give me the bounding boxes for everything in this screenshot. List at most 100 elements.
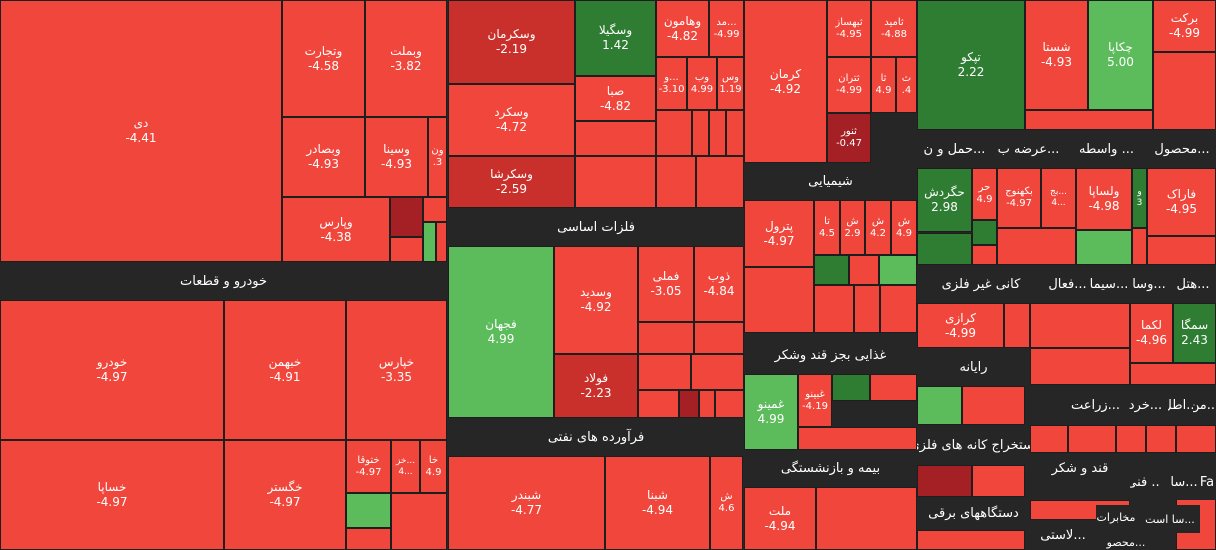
sector-header[interactable]: محصول...	[1148, 130, 1216, 168]
stock-tile[interactable]: خگستر -4.97	[224, 440, 346, 550]
stock-tile-unlabeled[interactable]	[696, 156, 744, 208]
stock-tile-unlabeled[interactable]	[656, 110, 692, 156]
sector-header[interactable]: اطل...	[1168, 385, 1193, 425]
stock-tile-unlabeled[interactable]	[1132, 228, 1147, 265]
stock-tile-unlabeled[interactable]	[1068, 425, 1116, 453]
sector-header[interactable]: قند و شکر	[1030, 453, 1130, 483]
stock-tile-unlabeled[interactable]	[1030, 303, 1130, 348]
stock-tile-unlabeled[interactable]	[692, 110, 709, 156]
stock-tile-unlabeled[interactable]	[694, 322, 744, 354]
stock-tile-unlabeled[interactable]	[1116, 425, 1146, 453]
sector-header[interactable]: عرضه ب...	[992, 130, 1065, 168]
stock-tile-unlabeled[interactable]	[638, 322, 694, 354]
stock-tile[interactable]: خپارس -3.35	[346, 300, 447, 440]
stock-tile-unlabeled[interactable]	[816, 487, 917, 550]
stock-tile-unlabeled[interactable]	[1153, 52, 1216, 130]
stock-tile-unlabeled[interactable]	[917, 386, 962, 425]
stock-tile[interactable]: غمینو 4.99	[744, 374, 798, 450]
stock-tile-unlabeled[interactable]	[744, 267, 814, 333]
stock-tile[interactable]: صبا -4.82	[575, 76, 656, 121]
sector-header[interactable]: دستگاههای برقی	[917, 497, 1030, 530]
stock-tile[interactable]: فاراک -4.95	[1147, 168, 1216, 236]
stock-tile[interactable]: و... -3.10	[656, 57, 687, 110]
sector-header[interactable]: سیما...	[1090, 265, 1128, 303]
stock-tile[interactable]: فملی -3.05	[638, 246, 694, 322]
stock-tile[interactable]: تا 4.5	[814, 200, 840, 255]
stock-tile-unlabeled[interactable]	[849, 255, 879, 285]
stock-tile[interactable]: چکاپا 5.00	[1088, 0, 1153, 110]
stock-tile-unlabeled[interactable]	[1076, 230, 1132, 265]
stock-tile[interactable]: وهامون -4.82	[656, 0, 709, 57]
stock-tile-unlabeled[interactable]	[962, 386, 1025, 425]
stock-tile[interactable]: وبصادر -4.93	[282, 117, 365, 197]
stock-tile-unlabeled[interactable]	[917, 530, 1025, 550]
sector-header[interactable]: زراعت...	[1068, 385, 1123, 425]
stock-tile-unlabeled[interactable]	[997, 228, 1076, 265]
stock-tile-unlabeled[interactable]	[575, 121, 656, 156]
stock-tile-unlabeled[interactable]	[391, 493, 447, 550]
stock-tile[interactable]: وبملت -3.82	[365, 0, 447, 117]
stock-tile[interactable]: خا 4.9	[420, 440, 447, 493]
stock-tile[interactable]: وسکرشا -2.59	[448, 156, 575, 208]
stock-tile[interactable]: ثا 4.9	[871, 57, 896, 113]
stock-tile[interactable]: کرازی -4.99	[917, 303, 1004, 348]
sector-header[interactable]: فلزات اساسی	[448, 208, 744, 246]
sector-header[interactable]: سا است...	[1140, 505, 1200, 533]
sector-header[interactable]: فنی ...	[1130, 465, 1160, 500]
sector-header[interactable]: رایانه	[917, 348, 1030, 386]
stock-tile[interactable]: ولساپا -4.98	[1076, 168, 1132, 230]
sector-header[interactable]: هتل...	[1170, 265, 1216, 303]
stock-tile-unlabeled[interactable]	[423, 197, 447, 222]
stock-tile-unlabeled[interactable]	[638, 354, 691, 390]
stock-tile[interactable]: خز... 4...	[391, 440, 420, 493]
stock-tile[interactable]: بکهنوج -4.97	[997, 168, 1041, 228]
stock-tile[interactable]: کرمان -4.92	[744, 0, 827, 163]
sector-header[interactable]: وسا...	[1128, 265, 1170, 303]
stock-tile-unlabeled[interactable]	[726, 110, 744, 156]
stock-tile-unlabeled[interactable]	[832, 374, 870, 401]
stock-tile-unlabeled[interactable]	[656, 156, 696, 208]
stock-tile-unlabeled[interactable]	[814, 285, 854, 333]
sector-header[interactable]: محصو...	[1096, 535, 1156, 550]
stock-tile[interactable]: وسکرمان -2.19	[448, 0, 575, 84]
stock-tile[interactable]: وسکرد -4.72	[448, 84, 575, 156]
stock-tile[interactable]: مد... -4.99	[709, 0, 744, 57]
stock-tile[interactable]: خبهمن -4.91	[224, 300, 346, 440]
sector-header[interactable]: کانی غیر فلزی	[917, 265, 1045, 303]
stock-tile-unlabeled[interactable]	[638, 390, 679, 418]
stock-tile[interactable]: خودرو -4.97	[0, 300, 224, 440]
stock-tile-unlabeled[interactable]	[870, 374, 917, 401]
stock-tile[interactable]: وسدید -4.92	[554, 246, 638, 354]
stock-tile[interactable]: ثنور -0.47	[827, 113, 871, 163]
stock-tile-unlabeled[interactable]	[1004, 303, 1030, 348]
stock-tile[interactable]: حر 4.9	[972, 168, 997, 220]
stock-tile[interactable]: غبینو -4.19	[798, 374, 832, 427]
sector-header[interactable]: لاستی...	[1030, 520, 1096, 550]
stock-tile-unlabeled[interactable]	[390, 237, 423, 262]
stock-tile-unlabeled[interactable]	[423, 222, 436, 262]
stock-tile[interactable]: ش 4.2	[865, 200, 891, 255]
stock-tile[interactable]: وتجارت -4.58	[282, 0, 365, 117]
sector-header[interactable]: خودرو و قطعات	[0, 262, 447, 300]
sector-header[interactable]: حمل و ن...	[917, 130, 992, 168]
stock-tile[interactable]: شبندر -4.77	[448, 456, 605, 550]
stock-tile[interactable]: بج... 4...	[1041, 168, 1076, 228]
stock-tile[interactable]: ذوب -4.84	[694, 246, 744, 322]
stock-tile[interactable]: ملت -4.94	[744, 487, 816, 550]
stock-tile-unlabeled[interactable]	[1030, 348, 1130, 385]
stock-tile[interactable]: دی -4.41	[0, 0, 282, 262]
stock-tile-unlabeled[interactable]	[390, 197, 423, 237]
stock-tile-unlabeled[interactable]	[699, 390, 715, 418]
stock-tile-unlabeled[interactable]	[709, 110, 726, 156]
stock-tile-unlabeled[interactable]	[1146, 425, 1176, 453]
stock-tile-unlabeled[interactable]	[436, 222, 447, 262]
stock-tile[interactable]: ثامید -4.88	[871, 0, 917, 57]
stock-tile-unlabeled[interactable]	[691, 354, 744, 390]
stock-tile-unlabeled[interactable]	[1176, 425, 1216, 453]
stock-tile-unlabeled[interactable]	[1025, 110, 1153, 130]
sector-header[interactable]: من...	[1193, 385, 1216, 425]
stock-tile[interactable]: ون .3	[428, 117, 447, 197]
sector-header[interactable]: واسطه ...	[1065, 130, 1148, 168]
sector-header[interactable]: غذایی بجز قند وشکر	[744, 337, 917, 374]
